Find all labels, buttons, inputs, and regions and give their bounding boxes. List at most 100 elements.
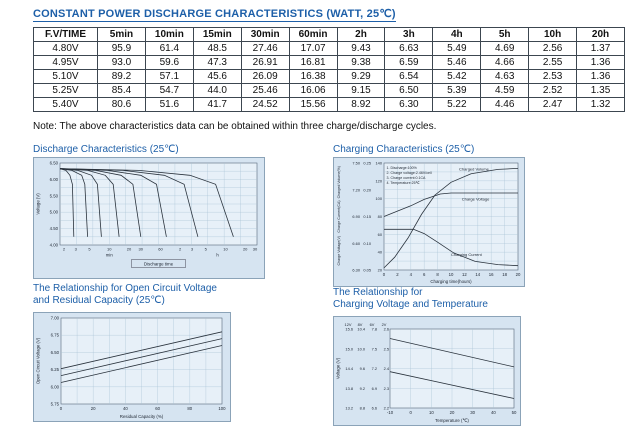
svg-text:0: 0 (60, 406, 63, 411)
header-cell: 10min (144, 27, 194, 42)
svg-text:3: 3 (75, 247, 78, 252)
svg-text:10: 10 (449, 272, 454, 277)
svg-text:100: 100 (376, 196, 383, 201)
svg-text:Temperature (℃): Temperature (℃) (435, 418, 469, 423)
header-cell: 3h (384, 27, 434, 42)
svg-text:5: 5 (205, 247, 208, 252)
discharge-characteristics-chart: 6.50 6.00 5.50 5.00 4.50 4.00 2 3 5 10 20 30 60 2 3 5 10… (36, 161, 258, 268)
svg-text:8: 8 (436, 272, 439, 277)
table-cell: 48.5 (192, 41, 242, 56)
svg-text:80: 80 (378, 214, 383, 219)
svg-text:2V: 2V (382, 322, 387, 327)
svg-text:8.8: 8.8 (360, 406, 365, 411)
svg-text:4. Temperature:25℃: 4. Temperature:25℃ (387, 181, 421, 185)
svg-text:6.25: 6.25 (51, 367, 60, 372)
svg-text:14: 14 (475, 272, 480, 277)
svg-text:7.5: 7.5 (372, 346, 377, 351)
svg-text:4.50: 4.50 (50, 226, 59, 231)
svg-text:5.50: 5.50 (50, 193, 59, 198)
svg-text:20: 20 (450, 410, 455, 415)
svg-text:6.60: 6.60 (352, 241, 360, 246)
ocv-chart-panel: 7.00 6.75 6.50 6.25 6.00 5.75 0 20 40 60 80 100 Resi… (33, 312, 231, 422)
header-cell: 15min (192, 27, 242, 42)
table-cell: 47.3 (192, 55, 242, 70)
svg-text:13.2: 13.2 (345, 406, 353, 411)
svg-text:6.00: 6.00 (51, 384, 60, 389)
svg-text:6.90: 6.90 (352, 214, 360, 219)
svg-text:8V: 8V (358, 322, 363, 327)
table-cell: 9.29 (336, 69, 386, 84)
svg-text:9.6: 9.6 (360, 366, 365, 371)
svg-text:20: 20 (516, 272, 521, 277)
header-cell: 2h (336, 27, 386, 42)
table-cell: 44.0 (192, 83, 242, 98)
svg-text:2.6: 2.6 (384, 327, 389, 332)
header-cell: F.V/TIME (33, 27, 98, 42)
svg-text:6.75: 6.75 (51, 333, 60, 338)
svg-text:80: 80 (187, 406, 192, 411)
section-title-line: The Relationship for (333, 287, 423, 298)
svg-text:5: 5 (88, 247, 91, 252)
discharge-chart-panel: 6.50 6.00 5.50 5.00 4.50 4.00 2 3 5 10 20 30 60 2 3 5 10… (33, 157, 265, 279)
table-cell: 26.91 (240, 55, 290, 70)
svg-text:Charged Volume(%): Charged Volume(%) (337, 166, 341, 198)
table-row: 5.10V 89.2 57.1 45.6 26.09 16.38 9.29 6.54 5.42 4… (33, 69, 625, 84)
svg-text:14.4: 14.4 (345, 366, 353, 371)
svg-text:2. Charge voltage:2.46V/cell: 2. Charge voltage:2.46V/cell (387, 171, 432, 175)
table-cell: 16.81 (288, 55, 338, 70)
svg-text:7.2: 7.2 (372, 366, 377, 371)
header-cell: 4h (432, 27, 482, 42)
table-cell: 1.36 (576, 55, 625, 70)
header-cell: 20h (576, 27, 625, 42)
svg-text:4: 4 (410, 272, 413, 277)
section-title-line: and Residual Capacity (25℃) (33, 295, 165, 306)
table-cell: 5.22 (432, 97, 482, 112)
section-title-ocv-capacity: The Relationship for Open Circuit Voltag… (33, 283, 217, 307)
table-cell: 27.46 (240, 41, 290, 56)
svg-text:15.6: 15.6 (345, 327, 353, 332)
svg-text:5.75: 5.75 (51, 402, 60, 407)
svg-text:h: h (216, 253, 219, 258)
row-header-cell: 5.25V (33, 83, 98, 98)
table-cell: 54.7 (144, 83, 194, 98)
table-row: 5.25V 85.4 54.7 44.0 25.46 16.06 9.15 6.50 5.39 4… (33, 83, 625, 98)
svg-text:60: 60 (378, 232, 383, 237)
table-cell: 4.59 (480, 83, 530, 98)
table-cell: 6.59 (384, 55, 434, 70)
charging-characteristics-chart: 0 2 4 6 8 10 12 14 16 18 20 Charging time(hours) 140… (337, 161, 521, 285)
svg-text:0.15: 0.15 (363, 214, 371, 219)
svg-text:12: 12 (462, 272, 467, 277)
svg-text:30: 30 (139, 247, 144, 252)
table-cell: 24.52 (240, 97, 290, 112)
table-cell: 59.6 (144, 55, 194, 70)
svg-text:40: 40 (491, 410, 496, 415)
svg-text:10: 10 (429, 410, 434, 415)
svg-text:20: 20 (378, 268, 383, 273)
table-cell: 2.55 (528, 55, 578, 70)
table-cell: 6.30 (384, 97, 434, 112)
svg-text:Charge Voltage(V): Charge Voltage(V) (337, 236, 341, 266)
svg-text:Charging time(hours): Charging time(hours) (430, 279, 472, 284)
svg-text:30: 30 (253, 247, 258, 252)
svg-text:20: 20 (243, 247, 248, 252)
table-cell: 17.07 (288, 41, 338, 56)
table-cell: 5.49 (432, 41, 482, 56)
svg-text:6.30: 6.30 (352, 268, 360, 273)
header-cell: 60min (288, 27, 338, 42)
table-cell: 1.35 (576, 83, 625, 98)
table-cell: 6.50 (384, 83, 434, 98)
table-cell: 26.09 (240, 69, 290, 84)
svg-text:30: 30 (470, 410, 475, 415)
header-cell: 5h (480, 27, 530, 42)
svg-text:2.3: 2.3 (384, 386, 389, 391)
table-row: 5.40V 80.6 51.6 41.7 24.52 15.56 8.92 6.30 5.22 4… (33, 97, 625, 112)
table-cell: 2.53 (528, 69, 578, 84)
svg-text:0.25: 0.25 (363, 161, 371, 166)
svg-text:min: min (106, 253, 114, 258)
svg-text:0: 0 (409, 410, 412, 415)
page-title: CONSTANT POWER DISCHARGE CHARACTERISTICS… (33, 8, 396, 22)
header-cell: 5min (97, 27, 146, 42)
table-cell: 1.36 (576, 69, 625, 84)
section-title-discharge: Discharge Characteristics (25℃) (33, 144, 179, 156)
table-cell: 1.32 (576, 97, 625, 112)
